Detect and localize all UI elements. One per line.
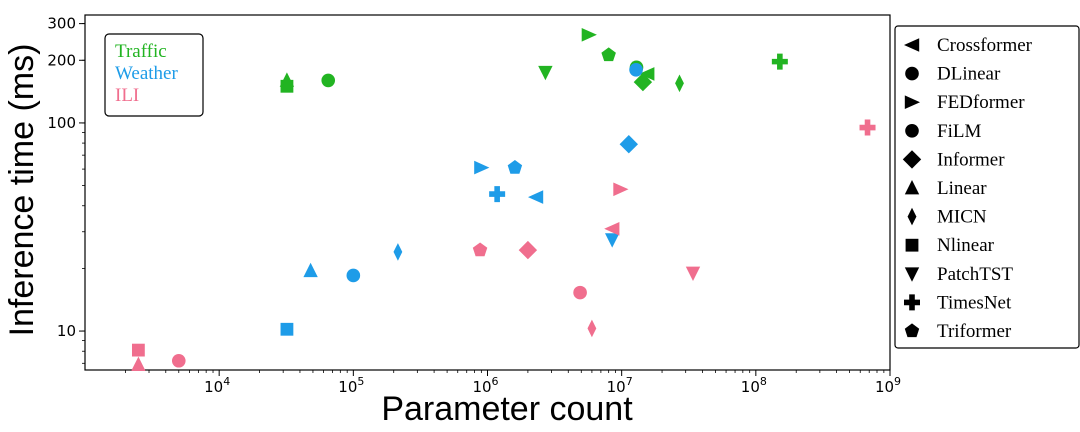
- y-tick-label: 100: [47, 114, 76, 132]
- point-weather-linear: [303, 262, 318, 278]
- point-ili-film: [573, 285, 587, 300]
- dataset-legend-box: [104, 33, 204, 117]
- legend-label-nlinear: Nlinear: [937, 235, 995, 256]
- x-tick-label: 107: [607, 375, 633, 396]
- point-traffic-micn: [675, 74, 684, 93]
- x-tick-label: 108: [741, 375, 767, 396]
- x-axis-title: Parameter count: [381, 390, 633, 428]
- point-weather-fedformer: [474, 160, 490, 175]
- point-weather-triformer: [507, 160, 523, 174]
- legend-label-dlinear: DLinear: [937, 64, 1001, 85]
- y-tick-label: 300: [47, 15, 76, 33]
- y-axis-title: Inference time (ms): [3, 44, 41, 337]
- plot-area: [84, 14, 891, 371]
- point-weather-nlinear: [280, 322, 294, 336]
- point-weather-dlinear: [346, 268, 361, 283]
- x-tick-label: 105: [338, 375, 364, 396]
- y-tick-label: 200: [47, 51, 76, 69]
- point-ili-triformer: [472, 242, 488, 257]
- point-ili-linear: [131, 356, 146, 371]
- point-traffic-crossformer: [639, 67, 655, 81]
- dataset-legend-weather: Weather: [115, 63, 178, 84]
- legend-marker-fedformer: [904, 95, 920, 109]
- legend-label-informer: Informer: [937, 149, 1005, 170]
- legend-marker-patchtst: [904, 267, 920, 282]
- legend-marker-nlinear: [905, 238, 919, 252]
- legend-marker-triformer: [904, 323, 920, 338]
- legend-label-linear: Linear: [937, 178, 987, 199]
- dataset-legend-ili: ILI: [115, 85, 139, 106]
- point-ili-crossformer: [604, 222, 620, 236]
- point-traffic-fedformer: [581, 28, 597, 42]
- legend-label-film: FiLM: [937, 121, 981, 142]
- point-ili-dlinear: [171, 353, 186, 368]
- point-traffic-timesnet: [771, 53, 788, 70]
- point-ili-patchtst: [685, 266, 701, 281]
- model-legend-box: [894, 25, 1080, 349]
- point-weather-informer: [619, 135, 638, 154]
- legend-label-micn: MICN: [937, 207, 987, 228]
- x-tick-label: 106: [472, 375, 498, 396]
- legend-marker-informer: [902, 150, 922, 169]
- point-ili-informer: [518, 240, 538, 260]
- point-weather-film: [629, 62, 643, 77]
- x-tick-label: 104: [204, 375, 230, 396]
- legend-label-patchtst: PatchTST: [937, 264, 1013, 285]
- point-weather-patchtst: [605, 233, 620, 248]
- legend-label-fedformer: FEDformer: [937, 92, 1025, 113]
- legend-marker-film: [905, 124, 919, 138]
- legend-label-triformer: Triformer: [937, 321, 1012, 342]
- dataset-legend-traffic: Traffic: [115, 41, 167, 62]
- legend-marker-dlinear: [905, 66, 919, 81]
- legend-label-timesnet: TimesNet: [937, 292, 1012, 313]
- y-tick-label: 10: [57, 322, 76, 340]
- y-axis: 10 100 200 300: [47, 15, 85, 364]
- point-traffic-triformer: [601, 47, 616, 62]
- point-traffic-dlinear: [321, 73, 336, 88]
- legend-label-crossformer: Crossformer: [937, 35, 1033, 56]
- point-traffic-nlinear: [280, 79, 294, 93]
- point-traffic-patchtst: [538, 65, 553, 81]
- x-tick-label: 109: [875, 375, 901, 396]
- point-weather-timesnet: [489, 186, 506, 203]
- point-ili-nlinear: [131, 343, 145, 357]
- x-axis: 104 105 106 107 108 109: [124, 370, 901, 396]
- point-ili-fedformer: [613, 182, 629, 197]
- point-weather-crossformer: [528, 190, 544, 204]
- point-weather-micn: [393, 243, 403, 261]
- model-legend: Crossformer DLinear FEDformer FiLM Informer L…: [894, 25, 1080, 349]
- point-ili-timesnet: [859, 119, 876, 136]
- legend-marker-timesnet: [904, 294, 920, 311]
- legend-marker-crossformer: [904, 38, 920, 52]
- legend-marker-micn: [907, 207, 917, 226]
- point-traffic-informer: [633, 72, 653, 92]
- data-points: [131, 28, 876, 371]
- legend-marker-linear: [904, 180, 920, 195]
- point-ili-micn: [587, 319, 597, 338]
